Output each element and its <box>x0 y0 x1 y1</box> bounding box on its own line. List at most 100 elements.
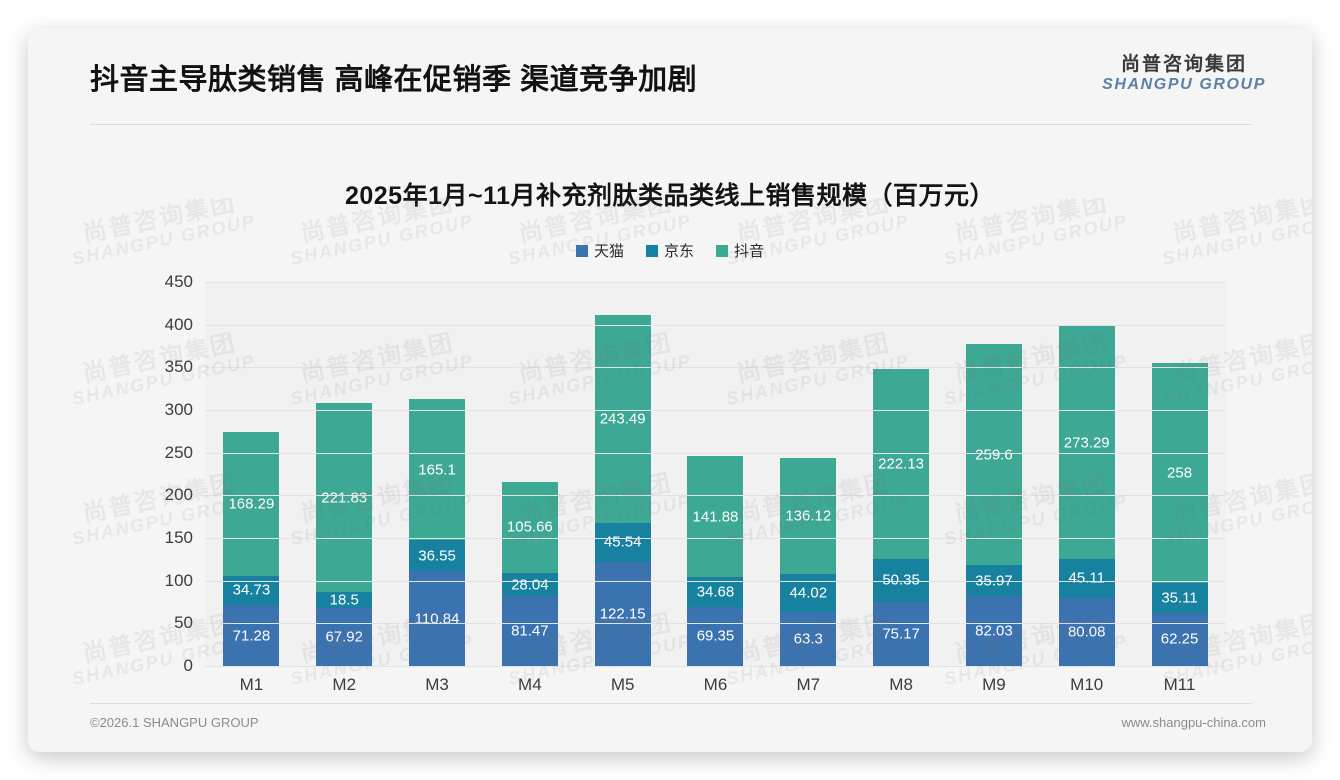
bar-group-M1[interactable]: 168.29 34.73 71.28 M1 <box>223 282 280 694</box>
bar-value-label: 45.11 <box>1068 569 1105 587</box>
bar-group-M8[interactable]: 222.13 50.35 75.17 M8 <box>873 282 930 694</box>
bar-segment-抖音[interactable]: 222.13 <box>873 369 930 559</box>
bar-segment-抖音[interactable]: 243.49 <box>594 315 651 523</box>
bar-value-label: 34.68 <box>696 583 735 601</box>
bar-segment-天猫[interactable]: 67.92 <box>316 608 373 666</box>
legend-item-天猫[interactable]: 天猫 <box>575 240 624 261</box>
bar-segment-天猫[interactable]: 122.15 <box>594 561 651 666</box>
bar-group-M5[interactable]: 243.49 45.54 122.15 M5 <box>594 282 651 694</box>
x-axis-tick: M8 <box>889 675 913 694</box>
bar-segment-天猫[interactable]: 69.35 <box>687 606 744 666</box>
slide-card: 抖音主导肽类销售 高峰在促销季 渠道竞争加剧 尚普咨询集团 SHANGPU GR… <box>28 28 1312 752</box>
gridline <box>205 580 1226 582</box>
bar-value-label: 75.17 <box>882 625 920 643</box>
gridline <box>205 410 1226 411</box>
gridline <box>205 367 1226 369</box>
footer-divider <box>90 703 1252 704</box>
y-axis-tick: 50 <box>174 613 193 633</box>
brand-name-cn: 尚普咨询集团 <box>1121 54 1248 75</box>
bar-segment-天猫[interactable]: 80.08 <box>1058 597 1115 666</box>
bar-value-label: 45.54 <box>603 533 642 551</box>
bar-group-M7[interactable]: 136.12 44.02 63.3 M7 <box>780 282 837 694</box>
bar-value-label: 35.11 <box>1161 589 1198 607</box>
page-headline: 抖音主导肽类销售 高峰在促销季 渠道竞争加剧 <box>90 64 698 96</box>
bar-value-label: 110.84 <box>414 610 460 628</box>
gridline <box>205 666 1226 667</box>
brand-name-en: SHANGPU GROUP <box>1102 75 1266 93</box>
bar-segment-天猫[interactable]: 75.17 <box>873 601 930 666</box>
chart-title: 2025年1月~11月补充剂肽类品类线上销售规模（百万元） <box>344 182 996 210</box>
bar-segment-京东[interactable]: 18.5 <box>316 592 373 609</box>
y-axis-tick: 0 <box>183 656 193 675</box>
bar-segment-天猫[interactable]: 82.03 <box>965 596 1022 666</box>
y-axis-tick: 150 <box>164 528 193 547</box>
bar-segment-天猫[interactable]: 63.3 <box>780 611 837 666</box>
y-axis-tick: 100 <box>164 570 193 590</box>
bar-value-label: 165.1 <box>418 461 456 479</box>
x-axis-tick: M6 <box>703 675 728 694</box>
bar-segment-抖音[interactable]: 141.88 <box>687 456 744 578</box>
bar-segment-抖音[interactable]: 259.6 <box>965 343 1022 566</box>
bar-segment-天猫[interactable]: 110.84 <box>409 571 466 666</box>
x-axis-tick: M10 <box>1070 675 1104 694</box>
x-axis-tick: M3 <box>425 675 449 694</box>
y-axis-tick: 400 <box>164 314 193 334</box>
bar-series-container: 168.29 34.73 71.28 M1 221.83 18.5 67.92 M2 165.1… <box>205 282 1226 694</box>
x-axis-tick: M4 <box>518 675 542 694</box>
bar-group-M4[interactable]: 105.66 28.04 81.47 M4 <box>501 282 558 694</box>
bar-value-label: 221.83 <box>321 489 368 507</box>
bar-value-label: 71.28 <box>232 627 271 645</box>
bar-value-label: 243.49 <box>599 410 646 428</box>
gridline <box>205 495 1226 497</box>
y-axis-tick: 200 <box>164 485 193 505</box>
bar-segment-抖音[interactable]: 136.12 <box>780 458 837 575</box>
bar-value-label: 82.03 <box>975 622 1013 640</box>
bar-group-M9[interactable]: 259.6 35.97 82.03 M9 <box>965 282 1022 694</box>
bar-segment-抖音[interactable]: 273.29 <box>1058 325 1115 560</box>
bar-value-label: 44.02 <box>789 584 828 602</box>
bar-value-label: 63.3 <box>793 630 823 648</box>
bar-segment-天猫[interactable]: 71.28 <box>223 605 280 666</box>
bar-group-M10[interactable]: 273.29 45.11 80.08 M10 <box>1058 282 1115 694</box>
slide-header: 抖音主导肽类销售 高峰在促销季 渠道竞争加剧 尚普咨询集团 SHANGPU GR… <box>28 28 1312 126</box>
y-axis-tick: 300 <box>164 400 193 419</box>
bar-value-label: 105.66 <box>506 518 553 536</box>
bar-value-label: 62.25 <box>1160 630 1199 648</box>
bar-segment-抖音[interactable]: 165.1 <box>409 399 466 541</box>
legend-swatch-icon <box>575 244 588 257</box>
bar-group-M3[interactable]: 165.1 36.55 110.84 M3 <box>409 282 466 694</box>
gridline <box>205 538 1226 539</box>
bar-group-M11[interactable]: 258 35.11 62.25 M11 <box>1151 282 1208 694</box>
bar-value-label: 80.08 <box>1067 623 1106 641</box>
legend-label: 天猫 <box>593 243 624 260</box>
bar-segment-京东[interactable]: 35.11 <box>1151 582 1208 613</box>
bar-segment-抖音[interactable]: 221.83 <box>316 402 373 593</box>
bar-value-label: 141.88 <box>692 508 739 526</box>
legend-item-抖音[interactable]: 抖音 <box>716 240 764 261</box>
bar-segment-京东[interactable]: 28.04 <box>501 572 558 597</box>
bar-segment-天猫[interactable]: 81.47 <box>501 596 558 666</box>
bar-group-M2[interactable]: 221.83 18.5 67.92 M2 <box>316 282 373 694</box>
x-axis-tick: M5 <box>610 675 635 694</box>
bar-value-label: 259.6 <box>975 446 1013 464</box>
bar-segment-天猫[interactable]: 62.25 <box>1151 612 1208 666</box>
bar-value-label: 36.55 <box>418 547 456 565</box>
bar-group-M6[interactable]: 141.88 34.68 69.35 M6 <box>687 282 744 694</box>
bar-value-label: 168.29 <box>228 495 275 513</box>
legend-item-京东[interactable]: 京东 <box>645 240 694 261</box>
bar-value-label: 28.04 <box>511 576 549 594</box>
bar-segment-抖音[interactable]: 258 <box>1151 362 1208 583</box>
y-axis-tick: 450 <box>164 272 193 291</box>
stacked-bar-chart: 168.29 34.73 71.28 M1 221.83 18.5 67.92 M2 165.1… <box>90 268 1252 698</box>
bar-value-label: 258 <box>1167 464 1193 482</box>
bar-segment-京东[interactable]: 45.54 <box>594 522 651 562</box>
bar-segment-京东[interactable]: 45.11 <box>1058 559 1115 598</box>
bar-segment-京东[interactable]: 34.68 <box>687 577 744 607</box>
chart-legend: 天猫 京东 抖音 <box>28 240 1312 261</box>
gridline <box>205 282 1226 283</box>
x-axis-tick: M1 <box>239 675 264 694</box>
header-divider <box>90 124 1252 125</box>
legend-swatch-icon <box>645 244 658 257</box>
bar-segment-京东[interactable]: 36.55 <box>409 540 466 572</box>
footer-copyright: ©2026.1 SHANGPU GROUP <box>90 715 259 730</box>
